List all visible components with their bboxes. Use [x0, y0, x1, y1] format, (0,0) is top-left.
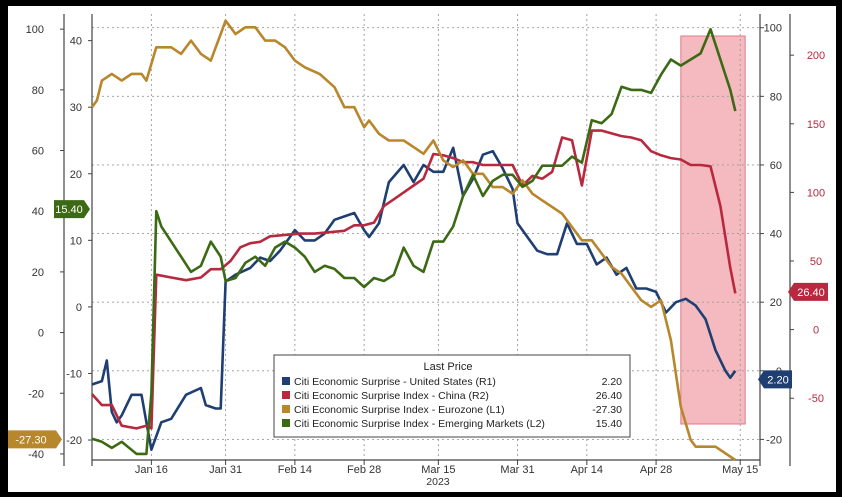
axis-l1-tick-label: -20 [66, 435, 82, 447]
axis-l2-tick-label: 20 [32, 267, 44, 279]
axis-l2-tick-label: 80 [32, 85, 44, 97]
axis-r2-tick-label: -50 [808, 393, 824, 405]
badge-us: 2.20 [767, 374, 788, 386]
series-line-us [91, 146, 737, 452]
axis-l1-tick-label: -10 [66, 368, 82, 380]
axis-l1-tick-label: 40 [70, 36, 82, 48]
axis-r2-tick-label: 200 [807, 50, 825, 62]
axis-l1-tick-label: 30 [70, 102, 82, 114]
axis-x-tick-label: Apr 14 [571, 464, 603, 476]
axis-l2-tick-label: -40 [28, 449, 44, 461]
badge-eurozone: -27.30 [15, 434, 46, 446]
axis-l2-tick-label: 60 [32, 146, 44, 158]
axis-r2-tick-label: 100 [807, 187, 825, 199]
axis-r2-tick-label: 0 [813, 325, 819, 337]
legend-value: 15.40 [596, 418, 622, 430]
axis-l1-tick-label: 20 [70, 169, 82, 181]
axis-r1-tick-label: 20 [770, 297, 782, 309]
badge-em: 15.40 [55, 204, 83, 216]
legend-box [273, 354, 631, 438]
series-line-em [91, 27, 737, 456]
legend-value: 26.40 [596, 390, 622, 402]
axis-l2-tick-label: 100 [26, 24, 44, 36]
badge-china-bg [788, 282, 828, 301]
axis-r1-tick-label: -20 [766, 434, 782, 446]
legend-label: Citi Economic Surprise - United States (… [294, 376, 496, 388]
axis-r1-tick-label: 80 [770, 91, 782, 103]
legend-swatch [282, 377, 290, 385]
axis-x-tick-label: May 15 [722, 464, 758, 476]
axis-x-tick-label: Jan 31 [209, 464, 242, 476]
legend-value: -27.30 [592, 404, 622, 416]
axis-l1-tick-label: 10 [70, 235, 82, 247]
axis-x-tick-label: Mar 15 [421, 464, 455, 476]
axis-r1-tick-label: 100 [764, 23, 782, 35]
badge-em-bg [54, 200, 90, 219]
series-line-eurozone [90, 19, 737, 462]
axis-r2-tick-label: 150 [807, 119, 825, 131]
axis-l2-tick-label: -20 [28, 388, 44, 400]
axis-x-tick-label: Feb 28 [347, 464, 381, 476]
axis-x-tick-label: Feb 14 [278, 464, 312, 476]
legend-label: Citi Economic Surprise Index - China (R2… [294, 390, 489, 402]
axis-x-tick-label: Mar 31 [500, 464, 534, 476]
badge-eurozone-bg [6, 430, 62, 449]
legend-value: 2.20 [602, 376, 623, 388]
legend-label: Citi Economic Surprise Index - Emerging … [294, 418, 545, 430]
series-line-china [91, 129, 737, 430]
shaded-region [680, 35, 746, 425]
badge-us-bg [758, 370, 792, 389]
axis-x-tick-label: Apr 28 [640, 464, 672, 476]
chart-area: 100 80 60 40 20 0 -20 -40 40 30 20 10 0 -10 -20 100 80 60… [6, 6, 836, 492]
axis-r1-tick-label: 60 [770, 160, 782, 172]
badge-china: 26.40 [797, 287, 825, 299]
legend-swatch [282, 419, 290, 427]
axis-l2-tick-label: 0 [38, 328, 44, 340]
legend-swatch [282, 405, 290, 413]
axis-l2-tick-label: 40 [32, 206, 44, 218]
axis-l1-tick-label: 0 [76, 302, 82, 314]
legend-swatch [282, 391, 290, 399]
axis-r2-tick-label: 50 [810, 256, 822, 268]
chart-svg: 100806040200-20-40403020100-10-201008060… [6, 14, 828, 488]
legend-title: Last Price [424, 361, 473, 373]
axis-x-tick-label: Jan 16 [135, 464, 168, 476]
legend-label: Citi Economic Surprise Index - Eurozone … [294, 404, 505, 416]
axis-x-title: 2023 [426, 476, 450, 488]
axis-r1-tick-label: 40 [770, 229, 782, 241]
